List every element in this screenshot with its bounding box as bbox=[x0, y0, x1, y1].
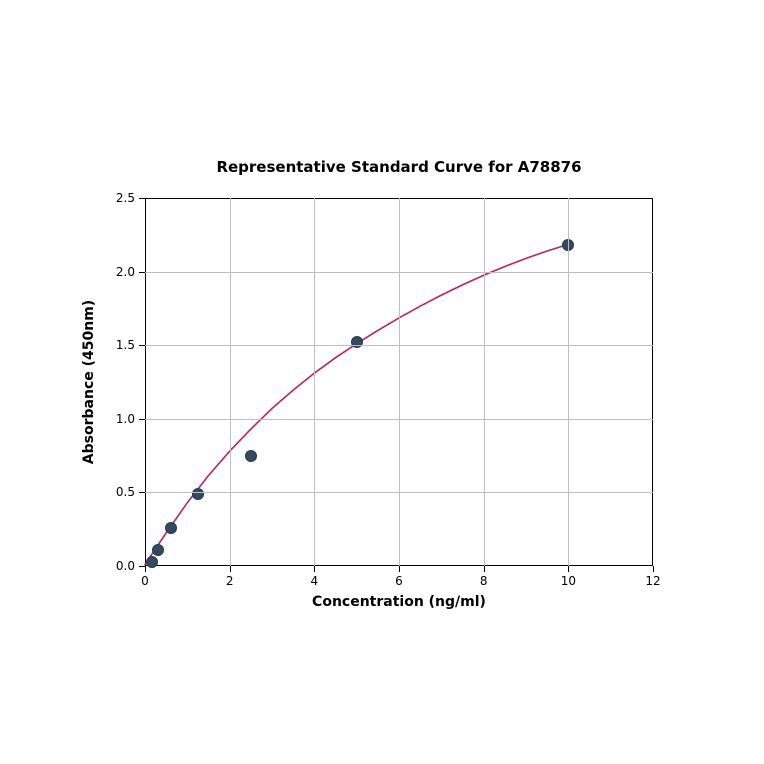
gridline-vertical bbox=[568, 198, 569, 566]
x-tick bbox=[653, 566, 654, 572]
x-tick-label: 0 bbox=[141, 574, 149, 588]
x-tick-label: 6 bbox=[395, 574, 403, 588]
data-point bbox=[152, 544, 164, 556]
x-tick-label: 8 bbox=[480, 574, 488, 588]
gridline-horizontal bbox=[145, 272, 653, 273]
x-tick bbox=[568, 566, 569, 572]
x-tick-label: 2 bbox=[226, 574, 234, 588]
chart-canvas: Representative Standard Curve for A78876… bbox=[0, 0, 764, 764]
gridline-vertical bbox=[230, 198, 231, 566]
data-point bbox=[351, 336, 363, 348]
data-point bbox=[165, 522, 177, 534]
x-tick bbox=[230, 566, 231, 572]
y-tick-label: 1.5 bbox=[116, 338, 135, 352]
x-tick-label: 10 bbox=[561, 574, 576, 588]
y-tick bbox=[139, 566, 145, 567]
gridline-horizontal bbox=[145, 345, 653, 346]
x-tick bbox=[484, 566, 485, 572]
fit-curve-path bbox=[145, 244, 568, 564]
y-tick-label: 2.0 bbox=[116, 265, 135, 279]
data-point bbox=[146, 556, 158, 568]
data-point bbox=[245, 450, 257, 462]
y-tick-label: 2.5 bbox=[116, 191, 135, 205]
y-tick-label: 0.0 bbox=[116, 559, 135, 573]
fit-curve bbox=[0, 0, 764, 764]
y-tick-label: 1.0 bbox=[116, 412, 135, 426]
x-tick bbox=[314, 566, 315, 572]
x-tick-label: 4 bbox=[311, 574, 319, 588]
x-tick-label: 12 bbox=[645, 574, 660, 588]
gridline-vertical bbox=[314, 198, 315, 566]
x-tick bbox=[145, 566, 146, 572]
gridline-vertical bbox=[399, 198, 400, 566]
data-point bbox=[192, 488, 204, 500]
gridline-vertical bbox=[484, 198, 485, 566]
gridline-horizontal bbox=[145, 492, 653, 493]
x-tick bbox=[399, 566, 400, 572]
gridline-horizontal bbox=[145, 419, 653, 420]
y-tick bbox=[139, 198, 145, 199]
y-tick-label: 0.5 bbox=[116, 485, 135, 499]
